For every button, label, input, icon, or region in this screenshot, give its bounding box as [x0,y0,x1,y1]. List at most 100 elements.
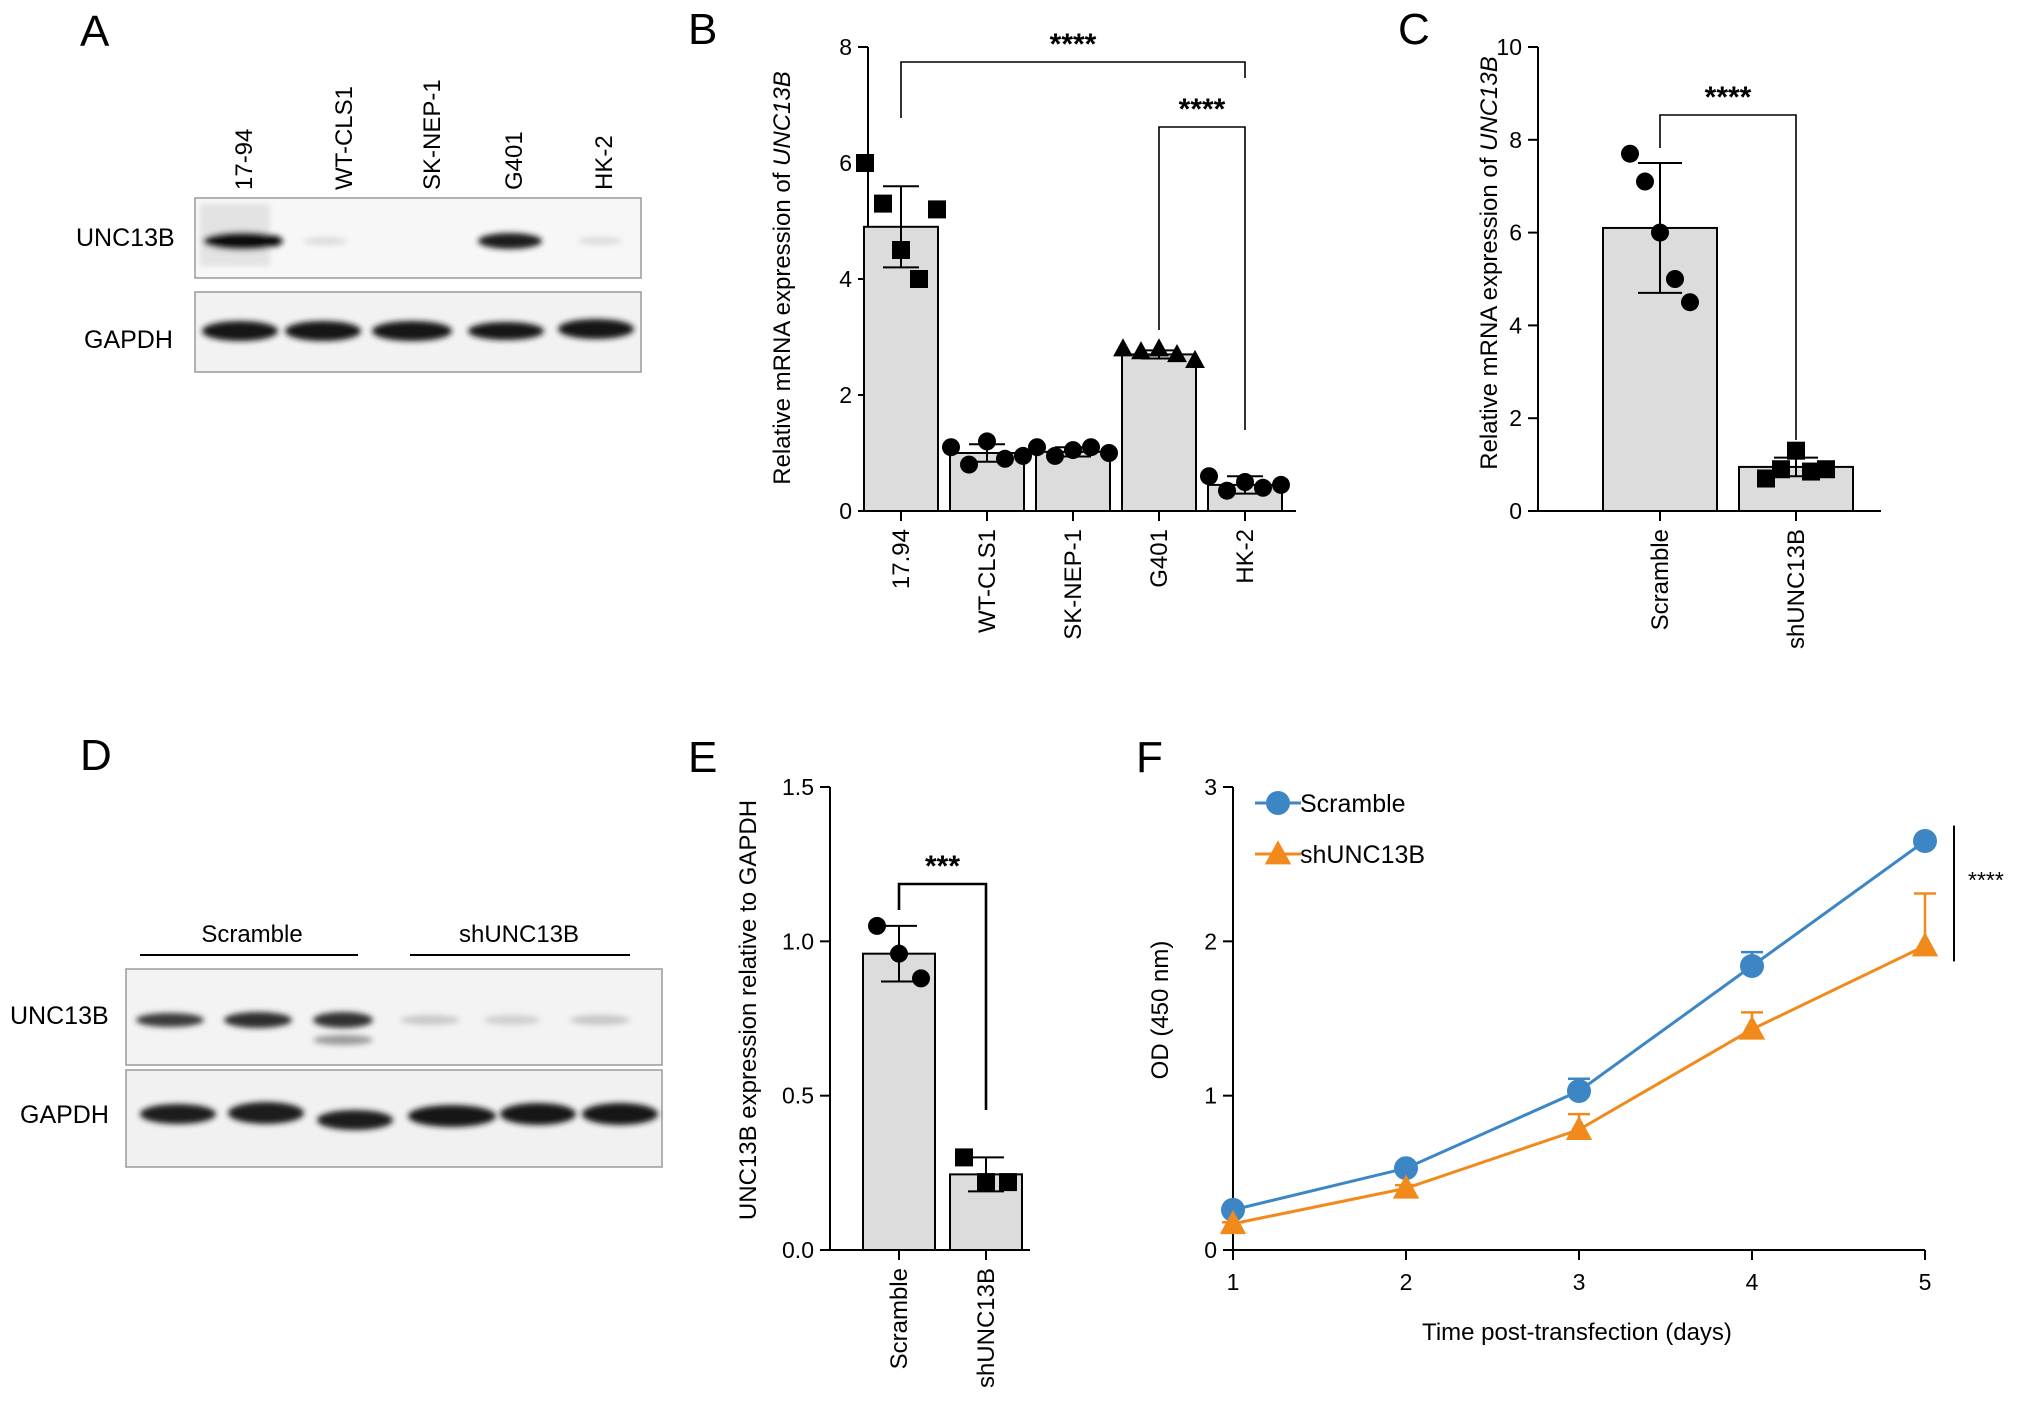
data-point [1014,446,1032,465]
data-point [1738,1015,1766,1040]
data-point [1772,460,1790,479]
blot-d-gapdh-bands [140,1102,658,1130]
panel-c-plot: 0 2 4 6 8 10 Scramble shUNC13B **** [1496,34,1881,649]
significance-bracket [897,882,988,1110]
data-point [1757,469,1775,488]
panel-b-y-axis-title: Relative mRNA expression of UNC13B [769,71,796,485]
data-point [1028,438,1046,457]
y-tick-label: 6 [1509,220,1522,246]
y-tick-label: 4 [1509,312,1522,338]
x-tick-label: WT-CLS1 [974,529,1001,633]
panel-c: C Relative mRNA expression of UNC13B 0 2 4… [1398,5,1881,649]
data-point [1113,338,1133,357]
y-tick-label: 0 [1509,498,1522,524]
data-point [1219,1209,1247,1235]
panel-c-letter: C [1398,5,1430,54]
x-tick-label: 17.94 [888,529,915,589]
x-tick-label: 1 [1227,1269,1240,1295]
blot-d-group2-label: shUNC13B [459,921,579,948]
significance-label: **** [1705,81,1752,114]
y-tick-label: 8 [839,34,852,60]
data-point [1913,829,1937,854]
data-point [955,1148,973,1167]
blot-d-unc13b-label: UNC13B [10,1002,109,1030]
x-tick-label: Scramble [886,1268,913,1369]
data-point [1681,293,1699,312]
x-tick-label: 5 [1919,1269,1932,1295]
significance-bracket [1659,114,1797,440]
panel-f-y-axis-title: OD (450 nm) [1147,941,1174,1080]
panel-f: F OD (450 nm) Time post-transfection (da… [1136,733,2004,1346]
panel-e: E UNC13B expression relative to GAPDH 0.… [688,733,1030,1388]
data-point [1218,481,1236,500]
panel-e-plot: 0.0 0.5 1.0 1.5 Scramble shUNC13B *** [782,774,1030,1388]
data-point [1200,467,1218,486]
data-point [1565,1115,1593,1140]
legend-marker [1266,791,1290,815]
data-point [910,270,928,288]
lane-label-wt-cls1: WT-CLS1 [331,86,358,190]
x-tick-label: 2 [1400,1269,1413,1295]
data-point [1221,1197,1245,1222]
y-tick-label: 3 [1204,774,1217,800]
legend-label: Scramble [1300,790,1406,818]
x-tick-label: HK-2 [1232,529,1259,584]
data-point [999,1173,1017,1192]
significance-label: **** [1968,867,2004,893]
data-point [874,194,892,213]
data-point [1254,478,1272,497]
lane-label-17-94: 17-94 [231,129,258,190]
data-point [996,449,1014,468]
blot-d-gapdh-label: GAPDH [20,1101,109,1129]
data-point [1666,270,1684,288]
blot-a-unc13b-bands [200,204,622,266]
data-point [856,154,874,172]
bar [862,952,936,1251]
blot-d-unc13b-strip [125,968,663,1066]
significance-bracket [1158,126,1246,430]
data-point [1392,1174,1420,1199]
blot-d-unc13b-bands [136,1012,630,1045]
series-line [1232,839,1926,1212]
bar [1121,353,1197,512]
data-point [928,200,946,219]
x-tick-label: 4 [1746,1269,1759,1295]
y-tick-label: 0 [1204,1237,1217,1263]
data-point [978,432,996,451]
data-point [1787,441,1805,460]
data-point [1100,444,1118,462]
blot-a-gapdh-label: GAPDH [84,326,173,354]
y-tick-label: 4 [839,266,852,292]
data-point [1740,954,1764,979]
legend-label: shUNC13B [1300,841,1425,869]
panel-e-y-axis-title: UNC13B expression relative to GAPDH [735,800,762,1220]
y-tick-label: 2 [1204,928,1217,954]
panel-e-letter: E [688,733,717,782]
lane-label-g401: G401 [501,131,528,190]
x-tick-label: SK-NEP-1 [1060,529,1087,640]
data-point [912,969,930,988]
significance-label: **** [1179,93,1226,126]
x-tick-label: shUNC13B [1783,529,1810,649]
data-point [1567,1079,1591,1104]
legend-marker [1264,840,1292,865]
bar [1035,450,1111,512]
y-tick-label: 0.0 [782,1237,814,1263]
panel-c-y-axis-title: Relative mRNA expression of UNC13B [1476,56,1503,470]
y-tick-label: 10 [1496,34,1522,60]
data-point [1185,349,1205,368]
panel-f-x-axis-title: Time post-transfection (days) [1422,1319,1732,1346]
data-point [1272,475,1290,494]
panel-a: A 17-94 WT-CLS1 SK-NEP-1 G401 HK-2 UNC13… [76,7,642,373]
blot-d-group1-label: Scramble [201,921,302,948]
lane-label-hk-2: HK-2 [591,135,618,190]
data-point [1817,460,1835,479]
data-point [1636,172,1654,191]
x-tick-label: 3 [1573,1269,1586,1295]
data-point [1621,144,1639,163]
data-point [942,438,960,457]
panel-d: D Scramble shUNC13B UNC13B GAPDH [10,731,663,1168]
y-tick-label: 2 [1509,405,1522,431]
